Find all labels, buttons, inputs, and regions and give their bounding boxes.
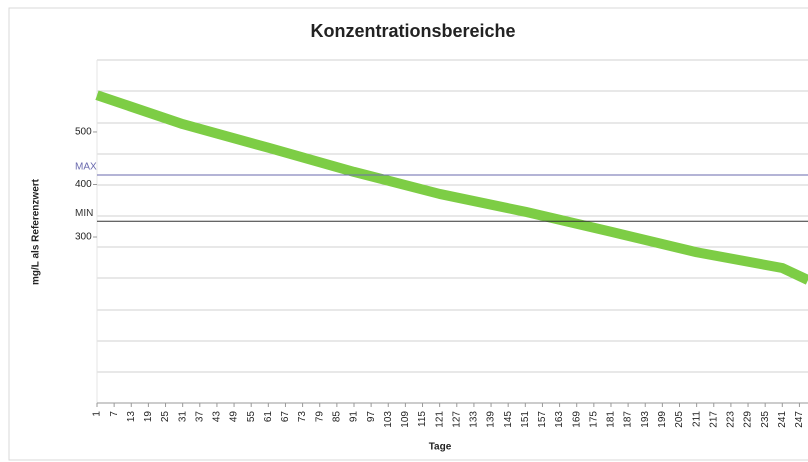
x-tick-label: 235: [760, 411, 771, 428]
x-tick-label: 133: [469, 411, 480, 428]
x-tick-label: 157: [537, 411, 548, 428]
x-tick-label: 49: [229, 411, 240, 423]
x-tick-label: 127: [451, 411, 462, 428]
data-line: [95, 90, 808, 285]
x-tick-label: 73: [297, 411, 308, 423]
x-tick-label: 223: [726, 411, 737, 428]
x-tick-label: 7: [109, 411, 120, 417]
x-tick-label: 1: [92, 411, 103, 417]
background-grid: [96, 59, 808, 404]
x-tick-label: 205: [674, 411, 685, 428]
x-tick-label: 241: [777, 411, 788, 428]
x-tick-label: 121: [434, 411, 445, 428]
chart-frame: [8, 7, 808, 461]
y-tick-label: 300: [75, 232, 92, 243]
threshold-label: MIN: [75, 208, 93, 219]
x-tick-label: 85: [331, 411, 342, 423]
chart-title: Konzentrationsbereiche: [310, 21, 515, 41]
x-tick-label: 109: [400, 411, 411, 428]
x-tick-label: 79: [314, 411, 325, 423]
x-tick-label: 163: [554, 411, 565, 428]
x-tick-label: 193: [640, 411, 651, 428]
x-tick-label: 115: [417, 411, 428, 427]
x-axis-label: Tage: [429, 442, 452, 453]
x-tick-label: 61: [263, 411, 274, 423]
x-tick-label: 31: [177, 411, 188, 423]
x-tick-label: 169: [571, 411, 582, 428]
x-tick-label: 19: [143, 411, 154, 423]
x-tick-label: 97: [366, 411, 377, 423]
x-tick-label: 55: [246, 411, 257, 423]
x-tick-label: 247: [794, 411, 805, 428]
x-tick-label: 25: [160, 411, 171, 423]
y-tick-label: 400: [75, 179, 92, 190]
x-tick-label: 139: [486, 411, 497, 428]
x-tick-label: 217: [708, 411, 719, 428]
x-tick-label: 229: [743, 411, 754, 428]
x-tick-label: 187: [623, 411, 634, 428]
x-tick-label: 91: [349, 411, 360, 423]
x-tick-label: 181: [606, 411, 617, 428]
y-axis-label: mg/L als Referenzwert: [31, 178, 42, 285]
x-tick-label: 151: [520, 411, 531, 428]
threshold-label: MAX: [75, 162, 97, 173]
x-tick-label: 37: [194, 411, 205, 423]
y-tick-label: 500: [75, 127, 92, 138]
x-tick-label: 13: [126, 411, 137, 423]
x-tick-label: 145: [503, 411, 514, 428]
x-tick-label: 175: [588, 411, 599, 428]
x-tick-label: 211: [691, 411, 702, 427]
x-tick-label: 67: [280, 411, 291, 423]
x-tick-label: 103: [383, 411, 394, 428]
x-tick-label: 199: [657, 411, 668, 428]
x-tick-label: 43: [212, 411, 223, 423]
